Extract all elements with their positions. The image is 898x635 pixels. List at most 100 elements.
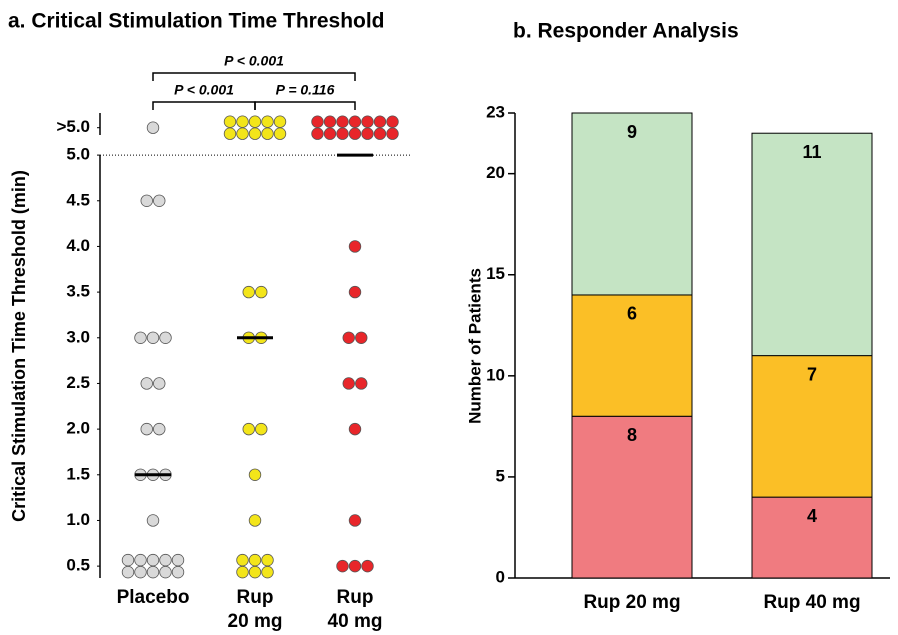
data-point [146,565,160,579]
data-point [348,559,362,573]
data-label: 8 [627,425,637,445]
data-point [236,565,249,579]
data-point [348,240,362,253]
data-point [223,127,237,140]
chart-title: b. Responder Analysis [513,20,739,43]
x-tick-label: Rup 40 mg [763,592,860,613]
data-point [140,194,153,207]
data-point [261,565,274,579]
bar-segment [751,355,873,498]
data-point [261,553,274,567]
y-tick-label: 5 [496,466,505,485]
data-point [146,514,160,527]
data-point [255,285,268,299]
data-point [348,422,362,436]
y-tick-label: 5.0 [66,145,90,164]
data-point [153,194,166,207]
data-point [373,127,387,140]
y-tick-label: 15 [486,264,505,283]
data-point [159,331,172,344]
data-point [361,127,374,140]
bar-segment [571,415,693,579]
data-point [348,115,362,128]
data-point [140,377,153,390]
data-point [248,127,262,140]
data-point [140,422,153,436]
x-tick-label: Rup 40 mg [327,587,383,632]
data-point [248,468,262,481]
x-tick-label: Rup 20 mg [583,592,680,613]
data-point [261,115,274,128]
data-point [171,565,185,579]
bracket [152,72,356,81]
data-point [361,559,374,573]
y-tick-label: 4.0 [66,236,90,255]
data-point [361,115,374,128]
y-tick-label: 1.0 [66,510,90,529]
data-point [159,565,172,579]
y-tick-label: 10 [486,365,505,384]
data-point [248,553,262,567]
data-point [146,121,160,134]
y-axis-label: Number of Patients [465,268,484,424]
data-point [121,565,135,579]
bar-segment [751,496,873,579]
data-point [273,127,287,140]
data-point [242,422,255,436]
annotation: P < 0.001 [174,82,234,98]
y-tick-label: 0.5 [66,556,90,575]
y-tick-label: 20 [486,163,505,182]
data-point [273,115,287,128]
data-label: 6 [627,304,637,324]
data-point [355,331,368,344]
data-point [386,127,399,140]
data-point [336,115,349,128]
data-label: 7 [807,364,817,384]
data-point [171,553,185,567]
annotation: P < 0.001 [224,53,284,69]
data-point [255,422,268,436]
data-point [153,422,166,436]
data-point [248,514,262,527]
bar-segment [751,132,873,357]
data-point [348,285,362,299]
data-point [121,553,135,567]
data-point [134,331,147,344]
data-point [134,553,147,567]
data-point [146,331,160,344]
data-point [146,553,160,567]
data-point [248,115,262,128]
data-point [336,127,349,140]
data-label: 9 [627,122,637,142]
data-point [386,115,399,128]
data-point [373,115,387,128]
data-point [336,559,349,573]
y-tick-label: 2.0 [66,419,90,438]
data-point [159,553,172,567]
data-point [153,377,166,390]
bracket [152,101,256,110]
y-tick-label: 1.5 [66,464,90,483]
data-point [223,115,237,128]
y-tick-label: 2.5 [66,373,90,392]
bar-segment [571,294,693,417]
chart-title: a. Critical Stimulation Time Threshold [8,10,385,33]
y-tick-label: >5.0 [56,117,90,136]
data-label: 4 [807,506,817,526]
x-tick-label: Placebo [116,587,190,608]
data-point [311,127,324,140]
data-point [323,115,337,128]
data-point [342,377,355,390]
y-tick-label: 0 [496,567,505,586]
x-tick-label: Rup 20 mg [227,587,283,632]
data-point [311,115,324,128]
annotation: P = 0.116 [276,82,335,98]
data-point [323,127,337,140]
data-point [236,115,249,128]
data-point [348,127,362,140]
bar-segment [571,112,693,296]
y-tick-label: 23 [486,102,505,121]
data-point [134,565,147,579]
bracket [254,101,356,110]
